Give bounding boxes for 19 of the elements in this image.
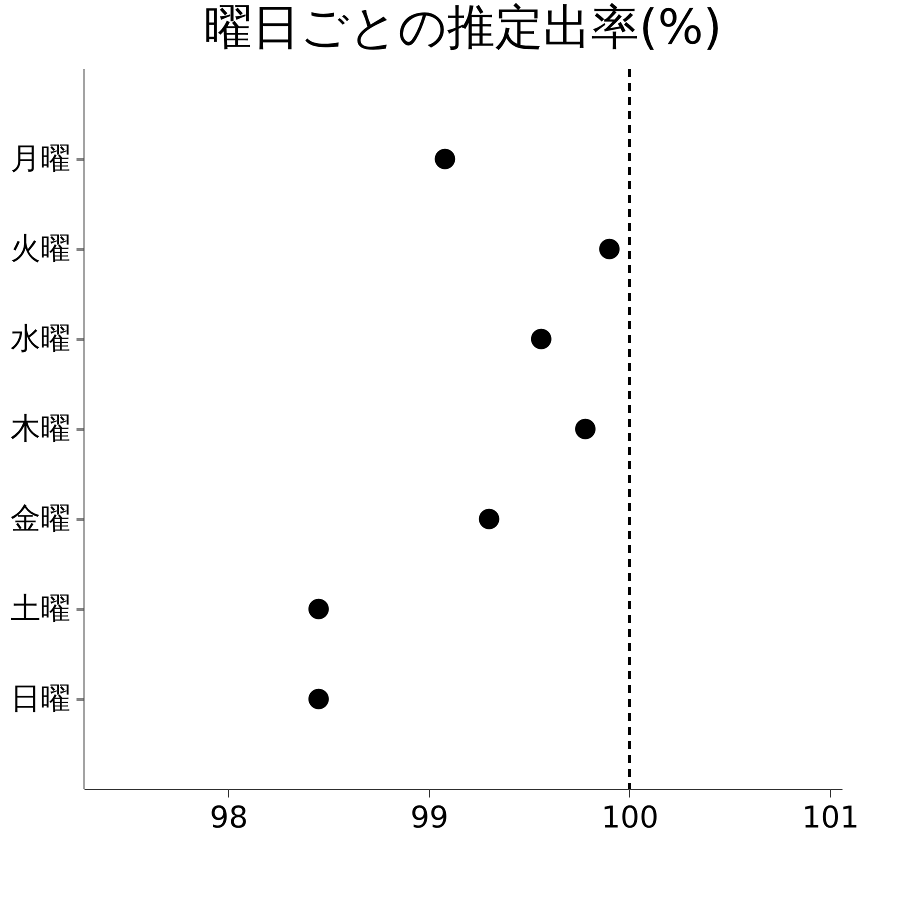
y-tick-label: 日曜	[10, 682, 70, 716]
x-tick-label: 99	[410, 800, 449, 836]
point	[575, 418, 596, 440]
y-tick-label: 火曜	[10, 232, 70, 266]
y-tick-label: 土曜	[10, 592, 70, 626]
point	[599, 238, 620, 260]
y-tick-label: 金曜	[10, 502, 70, 536]
y-tick-label: 木曜	[10, 412, 70, 446]
point	[308, 598, 329, 620]
y-tick-label: 月曜	[10, 142, 70, 176]
x-tick-label: 101	[802, 800, 860, 836]
chart-title: 曜日ごとの推定出率(%)	[204, 0, 722, 56]
point	[434, 148, 456, 170]
point	[530, 328, 552, 350]
point	[478, 508, 500, 530]
x-tick-label: 98	[210, 800, 248, 836]
y-tick-label: 水曜	[10, 322, 70, 356]
x-tick-label: 100	[601, 800, 659, 836]
point	[308, 688, 329, 710]
